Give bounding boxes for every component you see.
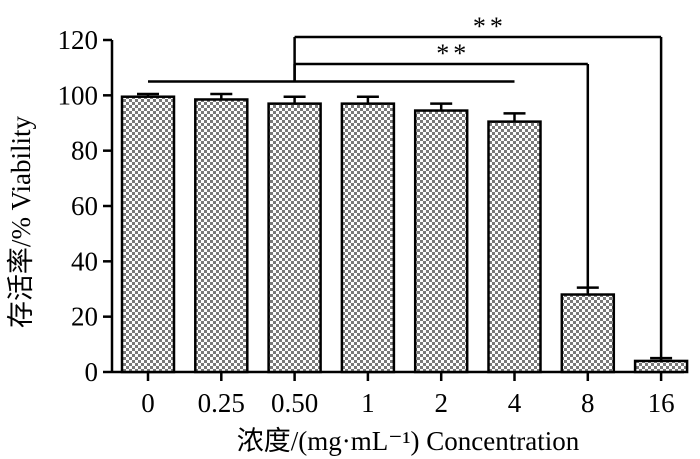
x-tick-label: 8: [581, 388, 595, 418]
bar-0.50: [267, 102, 322, 374]
y-tick-label: 100: [58, 80, 99, 110]
bar-0: [120, 95, 176, 374]
y-tick-label: 20: [71, 302, 98, 332]
y-tick-label: 120: [58, 25, 99, 55]
x-tick-label: 2: [434, 388, 448, 418]
y-tick-label: 60: [71, 191, 98, 221]
bar-0.25: [194, 98, 249, 374]
x-axis-title: 浓度/(mg·mL⁻¹) Concentration: [237, 426, 580, 456]
y-axis-title: 存活率/% Viability: [6, 115, 36, 328]
x-tick-label: 0.25: [198, 388, 245, 418]
bar-4: [487, 120, 542, 374]
bar-1: [340, 102, 396, 374]
significance-label: **: [436, 39, 470, 68]
y-tick-label: 80: [71, 136, 98, 166]
bar-2: [413, 109, 469, 374]
y-tick-label: 0: [85, 357, 99, 387]
significance-annotations: ****: [148, 12, 663, 360]
x-tick-label: 1: [361, 388, 375, 418]
x-ticks: 0 0.25 0.50 1 2 4 8 16: [141, 372, 675, 418]
x-tick-label: 4: [508, 388, 522, 418]
significance-label: **: [473, 12, 507, 41]
x-tick-label: 0: [141, 388, 155, 418]
y-ticks: 0 20 40 60 80 100 120: [58, 25, 112, 387]
bar-16: [633, 359, 689, 374]
bar-8: [560, 293, 616, 374]
y-tick-label: 40: [71, 246, 98, 276]
x-tick-label: 0.50: [271, 388, 318, 418]
bars: [120, 95, 689, 374]
x-tick-label: 16: [648, 388, 675, 418]
